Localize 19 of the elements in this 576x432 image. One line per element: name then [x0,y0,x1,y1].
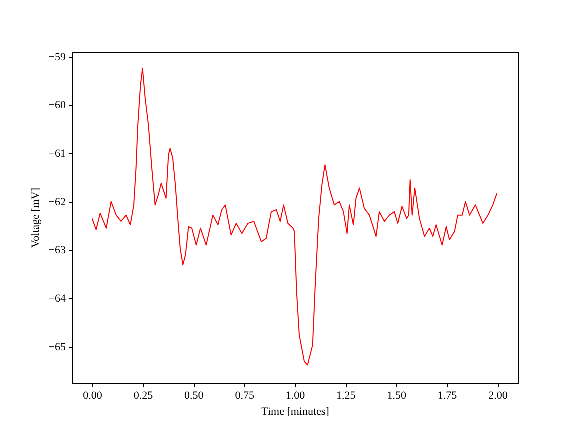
x-tick-label: 1.25 [336,390,356,402]
line-series [92,68,498,366]
x-tick-label: 1.00 [286,390,306,402]
y-tick-label: −60 [48,100,66,112]
x-tick-label: 0.75 [235,390,255,402]
x-tick-label: 1.50 [387,390,407,402]
x-tick-label: 0.50 [184,390,204,402]
x-tick-label: 0.00 [83,390,103,402]
y-tick-label: −62 [48,196,66,208]
x-axis-title: Time [minutes] [262,406,330,418]
y-tick-label: −59 [48,51,66,64]
x-tick-label: 2.00 [488,390,508,402]
x-tick-label: 0.25 [134,390,154,402]
y-tick-label: −65 [48,341,66,354]
x-tick-label: 1.75 [438,390,458,402]
y-tick-label: −61 [48,148,66,160]
y-axis-title: Voltage [mV] [30,188,42,248]
y-tick-label: −63 [48,244,66,257]
y-tick-label: −64 [48,292,66,305]
